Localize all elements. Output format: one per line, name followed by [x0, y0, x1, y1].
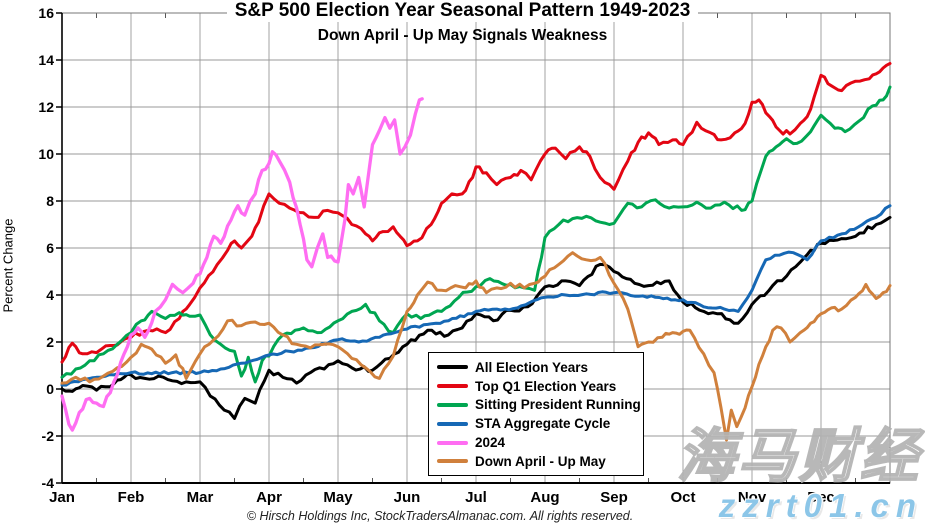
ytick-label: 8 — [46, 193, 54, 209]
series-line-3 — [60, 204, 892, 387]
month-label-feb: Feb — [117, 489, 145, 506]
legend: All Election Years Top Q1 Election Years S… — [428, 352, 644, 476]
series-line-2 — [60, 85, 892, 384]
month-label-nov: Nov — [737, 489, 767, 506]
legend-swatch — [437, 459, 468, 464]
legend-label: 2024 — [475, 435, 506, 451]
ytick-label: 14 — [38, 52, 54, 68]
month-label-aug: Aug — [530, 489, 560, 506]
legend-label: Down April - Up May — [475, 453, 606, 469]
ytick-label: 16 — [38, 5, 54, 21]
ytick-label: 6 — [46, 240, 54, 256]
month-label-oct: Oct — [670, 489, 696, 506]
month-label-jan: Jan — [49, 489, 75, 506]
legend-item: Down April - Up May — [437, 452, 635, 471]
month-label-jun: Jun — [393, 489, 421, 506]
legend-item: STA Aggregate Cycle — [437, 414, 635, 433]
month-label-may: May — [323, 489, 353, 506]
chart-title: S&P 500 Election Year Seasonal Pattern 1… — [0, 0, 925, 22]
y-axis-label: Percent Change — [0, 218, 16, 313]
legend-swatch — [437, 365, 468, 370]
chart-title-text: S&P 500 Election Year Seasonal Pattern 1… — [226, 0, 699, 22]
legend-item: Sitting President Running — [437, 396, 641, 415]
series-line-1 — [60, 62, 892, 364]
legend-item: All Election Years — [437, 358, 635, 377]
series-line-4 — [60, 97, 424, 432]
ytick-label: -4 — [41, 475, 54, 491]
ytick-label: 12 — [38, 99, 54, 115]
watermark-primary: 海马财经 — [676, 424, 921, 489]
legend-label: STA Aggregate Cycle — [475, 416, 611, 432]
legend-swatch — [437, 402, 468, 407]
month-label-jul: Jul — [465, 489, 487, 506]
ytick-label: -2 — [41, 428, 54, 444]
ytick-label: 0 — [46, 381, 54, 397]
month-label-mar: Mar — [186, 489, 214, 506]
legend-label: All Election Years — [475, 359, 589, 375]
month-label-dec: Dec — [807, 489, 835, 506]
legend-swatch — [437, 421, 468, 426]
ytick-label: 4 — [46, 287, 54, 303]
series-line-5 — [60, 251, 892, 442]
chart-subtitle: Down April - Up May Signals Weakness — [317, 27, 608, 44]
legend-item: Top Q1 Election Years — [437, 377, 635, 396]
legend-item: 2024 — [437, 433, 635, 452]
watermark-secondary: zzrt01.cn — [718, 487, 923, 524]
ytick-label: 2 — [46, 334, 54, 350]
legend-label: Top Q1 Election Years — [475, 378, 617, 394]
legend-swatch — [437, 384, 468, 389]
month-label-sep: Sep — [600, 489, 628, 506]
series-line-0 — [60, 215, 892, 420]
legend-swatch — [437, 440, 468, 445]
copyright-text: © Hirsch Holdings Inc, StockTradersAlman… — [246, 509, 634, 523]
month-label-apr: Apr — [256, 489, 282, 506]
legend-label: Sitting President Running — [475, 397, 641, 413]
ytick-label: 10 — [38, 146, 54, 162]
